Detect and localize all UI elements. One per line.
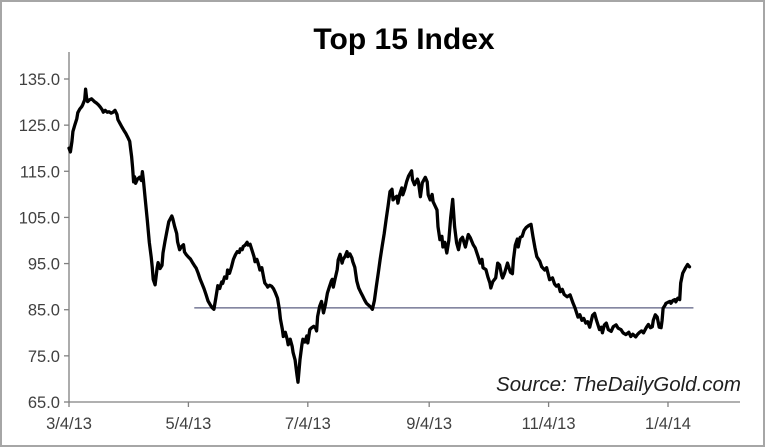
y-axis-tick-label: 75.0 [28,348,60,366]
x-axis-tick-label: 1/4/14 [645,415,691,433]
index-line [67,87,692,384]
axes: 65.0 75.0 85.0 95.0 105.0 115.0 125.0 135.0 3/4/… [19,52,740,433]
y-axis-tick-label: 105.0 [19,209,60,227]
y-axis-tick-label: 115.0 [20,163,60,181]
x-axis-tick-label: 5/4/13 [165,415,211,433]
y-axis-tick-label: 95.0 [28,256,60,274]
series-line [67,87,692,384]
x-axis-tick-label: 7/4/13 [285,415,331,433]
x-axis-tick-label: 3/4/13 [46,415,92,433]
y-axis-tick-label: 65.0 [28,394,60,412]
source-note: Source: TheDailyGold.com [496,373,741,396]
y-axis-tick-label: 85.0 [28,302,60,320]
y-axis-tick-label: 125.0 [19,117,60,135]
x-axis-tick-label: 11/4/13 [522,415,576,433]
x-axis-tick-label: 9/4/13 [406,415,452,433]
y-axis-tick-label: 135.0 [19,71,60,89]
chart-title: Top 15 Index [313,23,494,56]
